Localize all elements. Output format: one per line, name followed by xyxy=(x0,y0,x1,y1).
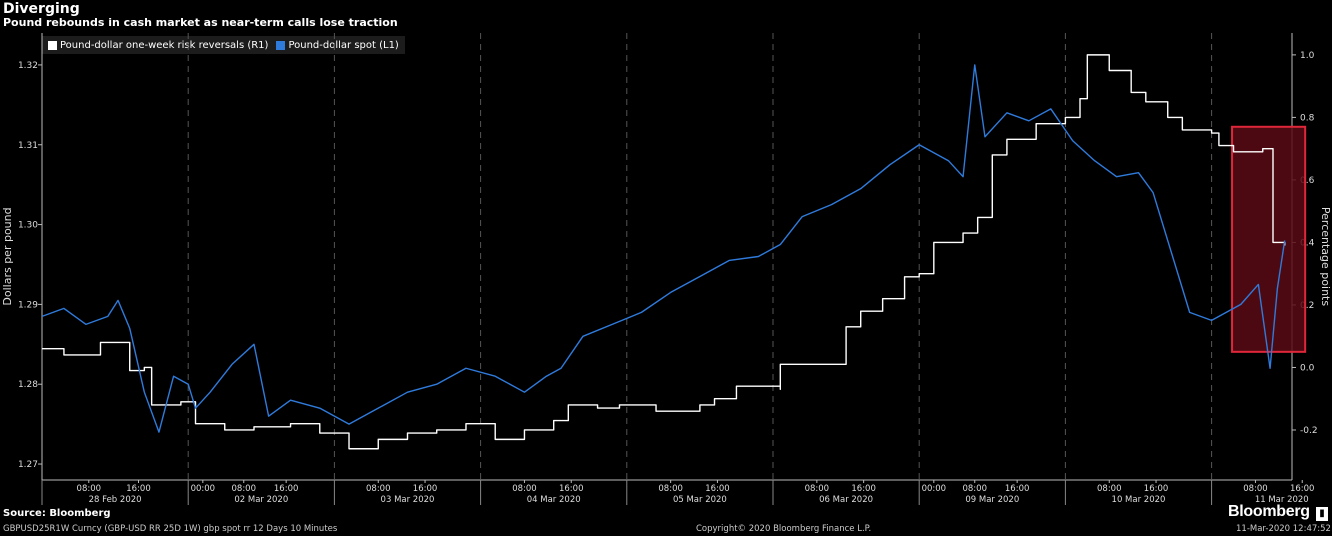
source-note: Source: Bloomberg xyxy=(3,508,111,519)
y-right-tick-label: 0.6 xyxy=(1300,176,1315,186)
y-left-tick-label: 1.30 xyxy=(18,221,38,231)
y-left-tick-label: 1.32 xyxy=(18,61,38,71)
series-line-risk-reversals xyxy=(42,54,1286,450)
hour-tick-label: 08:00 xyxy=(366,484,391,494)
hour-tick-label: 16:00 xyxy=(1290,484,1315,494)
series-line-spot xyxy=(41,64,1286,433)
hour-tick-label: 16:00 xyxy=(274,484,299,494)
hour-tick-label: 16:00 xyxy=(705,484,730,494)
hour-tick-label: 08:00 xyxy=(232,484,257,494)
chart-legend: Pound-dollar one-week risk reversals (R1… xyxy=(42,36,405,54)
chart-subtitle: Pound rebounds in cash market as near-te… xyxy=(3,16,398,29)
hour-tick-label: 16:00 xyxy=(1144,484,1169,494)
y-left-tick-label: 1.29 xyxy=(18,300,38,310)
bloomberg-logo: Bloomberg xyxy=(1228,503,1310,520)
y-right-tick-label: 0.4 xyxy=(1300,238,1315,248)
y-left-tick-label: 1.27 xyxy=(18,460,38,470)
y-right-tick-label: 0.2 xyxy=(1300,301,1314,311)
y-axis-left-label: Dollars per pound xyxy=(1,207,14,305)
hour-tick-label: 16:00 xyxy=(126,484,151,494)
hour-tick-label: 08:00 xyxy=(512,484,537,494)
hour-tick-label: 08:00 xyxy=(77,484,102,494)
y-axis-right-label: Percentage points xyxy=(1319,207,1332,306)
hour-tick-label: 16:00 xyxy=(559,484,584,494)
legend-item-r1: Pound-dollar one-week risk reversals (R1… xyxy=(48,40,268,51)
day-label: 09 Mar 2020 xyxy=(965,495,1019,505)
y-right-tick-label: 0.0 xyxy=(1300,363,1315,373)
copyright-note: Copyright© 2020 Bloomberg Finance L.P. xyxy=(696,524,872,534)
legend-item-l1: Pound-dollar spot (L1) xyxy=(276,39,399,51)
y-left-tick-label: 1.28 xyxy=(18,380,38,390)
day-label: 28 Feb 2020 xyxy=(89,495,142,505)
timestamp-note: 11-Mar-2020 12:47:52 xyxy=(1236,524,1331,534)
hour-tick-label: 08:00 xyxy=(1243,484,1268,494)
hour-tick-label: 08:00 xyxy=(1097,484,1122,494)
hour-tick-label: 08:00 xyxy=(658,484,683,494)
legend-label-r1: Pound-dollar one-week risk reversals (R1… xyxy=(60,39,269,51)
highlight-box xyxy=(1231,125,1307,353)
hour-tick-label: 08:00 xyxy=(962,484,987,494)
hour-tick-label: 16:00 xyxy=(413,484,438,494)
y-right-tick-label: 1.0 xyxy=(1300,51,1315,61)
day-label: 04 Mar 2020 xyxy=(527,495,581,505)
legend-swatch-r1 xyxy=(48,40,57,50)
legend-swatch-l1 xyxy=(276,40,286,50)
hour-tick-label: 16:00 xyxy=(851,484,876,494)
chart-title: Diverging xyxy=(3,1,80,17)
y-right-tick-label: -0.2 xyxy=(1300,426,1318,436)
day-label: 10 Mar 2020 xyxy=(1112,495,1166,505)
day-label: 05 Mar 2020 xyxy=(673,495,727,505)
hour-tick-label: 16:00 xyxy=(1005,484,1030,494)
y-left-tick-label: 1.31 xyxy=(18,141,38,151)
ticker-note: GBPUSD25R1W Curncy (GBP-USD RR 25D 1W) g… xyxy=(3,524,338,534)
legend-label-l1: Pound-dollar spot (L1) xyxy=(288,39,399,51)
day-label: 03 Mar 2020 xyxy=(381,495,435,505)
bloomberg-terminal-icon: ▮ xyxy=(1316,507,1328,521)
y-right-tick-label: 0.8 xyxy=(1300,113,1315,123)
day-label: 06 Mar 2020 xyxy=(819,495,873,505)
hour-tick-label: 00:00 xyxy=(922,484,947,494)
day-label: 02 Mar 2020 xyxy=(234,495,288,505)
hour-tick-label: 08:00 xyxy=(805,484,830,494)
hour-tick-label: 00:00 xyxy=(191,484,216,494)
